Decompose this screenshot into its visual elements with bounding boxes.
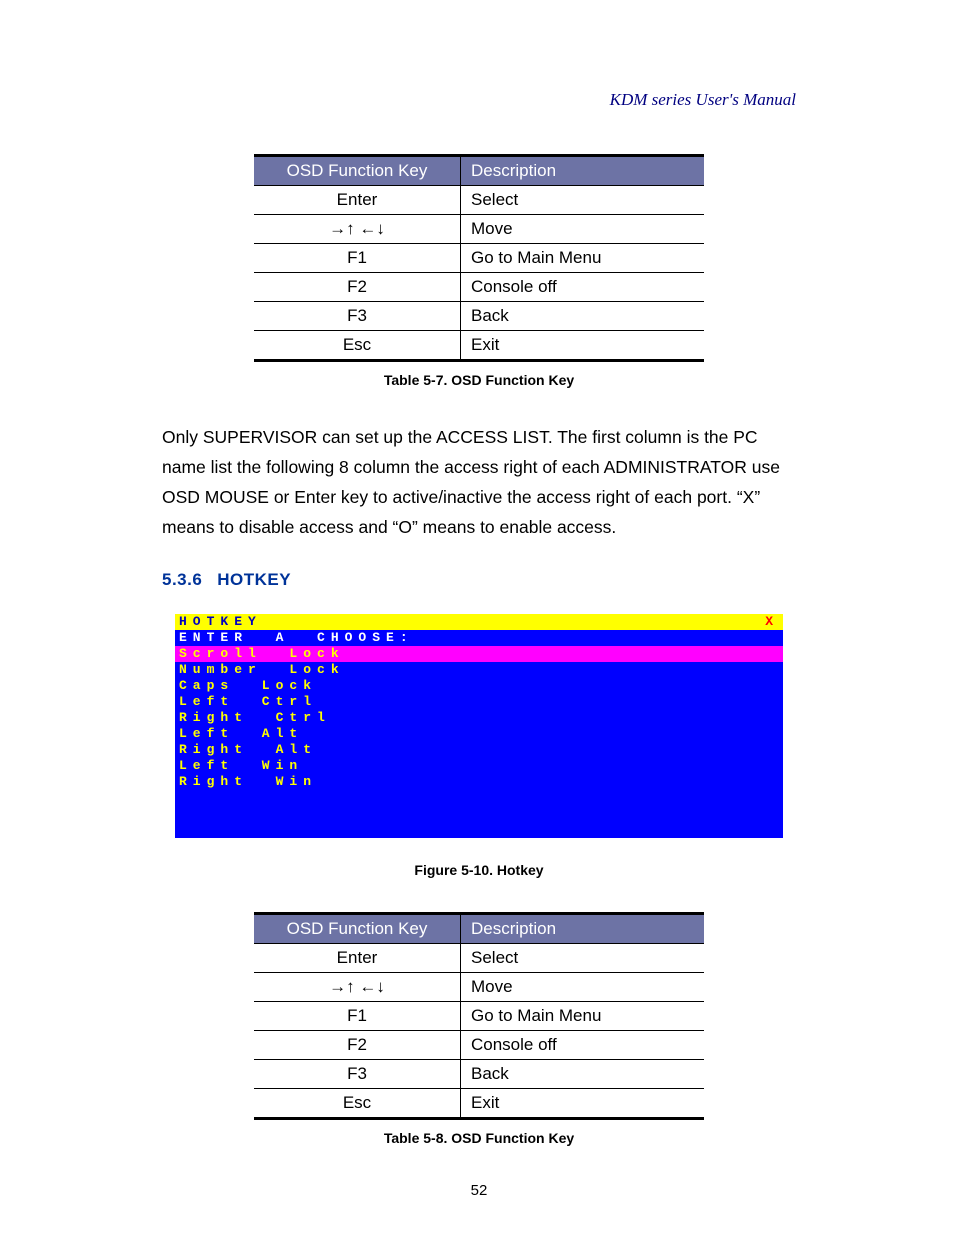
table-header-key: OSD Function Key [254, 156, 461, 186]
table-header-desc: Description [461, 914, 705, 944]
cell-desc: Exit [461, 1089, 705, 1119]
cell-key: →↑ ←↓ [254, 215, 461, 244]
osd-prompt-row: ENTER A CHOOSE: [175, 630, 783, 646]
table-row: F1 Go to Main Menu [254, 1002, 704, 1031]
cell-key: F3 [254, 1060, 461, 1089]
cell-desc: Back [461, 1060, 705, 1089]
body-paragraph: Only SUPERVISOR can set up the ACCESS LI… [162, 422, 796, 542]
cell-key: Esc [254, 331, 461, 361]
table-row: Enter Select [254, 944, 704, 973]
osd-title-bar: HOTKEY X [175, 614, 783, 630]
osd-function-table-5-7: OSD Function Key Description Enter Selec… [254, 154, 704, 362]
cell-key: F1 [254, 1002, 461, 1031]
cell-desc: Select [461, 944, 705, 973]
cell-key: Enter [254, 186, 461, 215]
osd-blank-row [179, 790, 779, 806]
table-row: Enter Select [254, 186, 704, 215]
osd-blank-row [179, 822, 779, 838]
cell-key: F2 [254, 1031, 461, 1060]
cell-key: F2 [254, 273, 461, 302]
cell-desc: Select [461, 186, 705, 215]
osd-option: Right Ctrl [179, 710, 779, 726]
section-title: HOTKEY [217, 570, 291, 589]
section-number: 5.3.6 [162, 570, 212, 590]
section-heading: 5.3.6 HOTKEY [162, 570, 796, 590]
cell-desc: Console off [461, 273, 705, 302]
running-head: KDM series User's Manual [162, 90, 796, 110]
osd-option: Right Alt [179, 742, 779, 758]
table-row: Esc Exit [254, 1089, 704, 1119]
table-row: F2 Console off [254, 1031, 704, 1060]
table-row: F1 Go to Main Menu [254, 244, 704, 273]
osd-prompt-text: ENTER A CHOOSE: [179, 630, 414, 645]
osd-option: Left Alt [179, 726, 779, 742]
table-header-desc: Description [461, 156, 705, 186]
cell-key: Enter [254, 944, 461, 973]
osd-option: Left Ctrl [179, 694, 779, 710]
table-header-key: OSD Function Key [254, 914, 461, 944]
cell-desc: Go to Main Menu [461, 244, 705, 273]
cell-desc: Move [461, 973, 705, 1002]
osd-option: Left Win [179, 758, 779, 774]
osd-close-icon: X [765, 614, 779, 630]
osd-option: Right Win [179, 774, 779, 790]
page-container: KDM series User's Manual OSD Function Ke… [0, 0, 954, 1239]
cell-desc: Exit [461, 331, 705, 361]
table-caption-5-7: Table 5-7. OSD Function Key [162, 372, 796, 388]
osd-function-table-5-8: OSD Function Key Description Enter Selec… [254, 912, 704, 1120]
cell-key: Esc [254, 1089, 461, 1119]
figure-caption: Figure 5-10. Hotkey [162, 862, 796, 878]
osd-option: Caps Lock [179, 678, 779, 694]
cell-key: F3 [254, 302, 461, 331]
osd-blank-row [179, 806, 779, 822]
cell-key: →↑ ←↓ [254, 973, 461, 1002]
osd-selected-row: Scroll Lock [175, 646, 783, 662]
table-row: →↑ ←↓ Move [254, 973, 704, 1002]
cell-desc: Back [461, 302, 705, 331]
cell-key: F1 [254, 244, 461, 273]
cell-desc: Go to Main Menu [461, 1002, 705, 1031]
osd-hotkey-screen: HOTKEY X ENTER A CHOOSE: Scroll Lock Num… [175, 614, 783, 838]
osd-selected-option: Scroll Lock [179, 646, 345, 661]
table-row: →↑ ←↓ Move [254, 215, 704, 244]
table-row: Esc Exit [254, 331, 704, 361]
osd-options-body: Number Lock Caps Lock Left Ctrl Right Ct… [175, 662, 783, 838]
cell-desc: Console off [461, 1031, 705, 1060]
osd-title-text: HOTKEY [179, 614, 262, 630]
table-row: F2 Console off [254, 273, 704, 302]
osd-option: Number Lock [179, 662, 779, 678]
table-row: F3 Back [254, 1060, 704, 1089]
table-caption-5-8: Table 5-8. OSD Function Key [162, 1130, 796, 1146]
cell-desc: Move [461, 215, 705, 244]
page-number: 52 [162, 1182, 796, 1199]
table-row: F3 Back [254, 302, 704, 331]
